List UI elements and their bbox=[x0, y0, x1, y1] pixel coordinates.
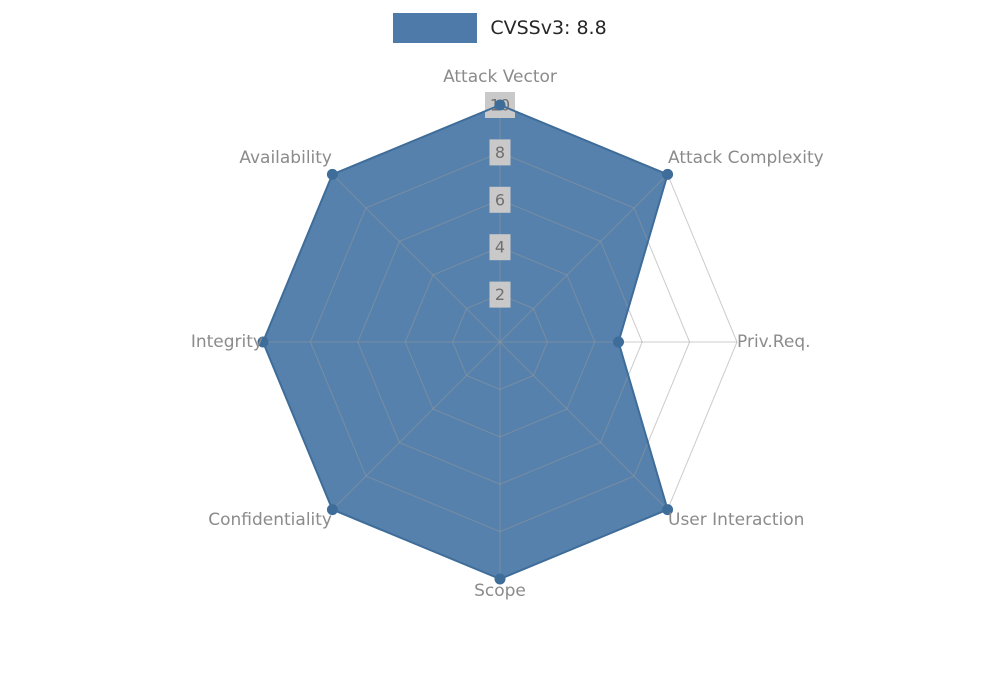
legend-label: CVSSv3: 8.8 bbox=[490, 17, 607, 39]
vertex-marker bbox=[613, 336, 624, 348]
tick-box bbox=[489, 234, 511, 261]
vertex-marker bbox=[257, 336, 269, 348]
tick-label: 6 bbox=[495, 190, 505, 209]
vertex-marker bbox=[494, 573, 506, 585]
tick-box bbox=[489, 186, 511, 213]
grid-spoke bbox=[332, 341, 501, 510]
axis-label: Availability bbox=[239, 148, 332, 168]
axis-label: Integrity bbox=[191, 332, 263, 352]
legend-swatch bbox=[393, 13, 478, 43]
axis-label: User Interaction bbox=[668, 510, 804, 530]
legend: CVSSv3: 8.8 bbox=[0, 13, 1000, 43]
grid-spoke bbox=[499, 341, 668, 510]
axis-label: Attack Vector bbox=[443, 67, 557, 87]
tick-box bbox=[489, 281, 511, 308]
vertex-marker bbox=[326, 168, 338, 180]
grid-spoke bbox=[332, 174, 501, 343]
grid-spoke bbox=[499, 174, 668, 343]
tick-label: 8 bbox=[495, 143, 505, 162]
axis-label: Scope bbox=[474, 581, 526, 601]
axis-label: Attack Complexity bbox=[668, 148, 824, 168]
vertex-marker bbox=[494, 99, 506, 111]
vertex-marker bbox=[326, 504, 338, 516]
tick-label: 4 bbox=[495, 238, 505, 257]
tick-label: 2 bbox=[495, 285, 505, 304]
tick-box bbox=[489, 139, 511, 166]
axis-label: Priv.Req. bbox=[737, 332, 811, 352]
vertex-marker bbox=[662, 168, 674, 180]
vertex-marker bbox=[662, 504, 674, 516]
axis-label: Confidentiality bbox=[208, 510, 332, 530]
